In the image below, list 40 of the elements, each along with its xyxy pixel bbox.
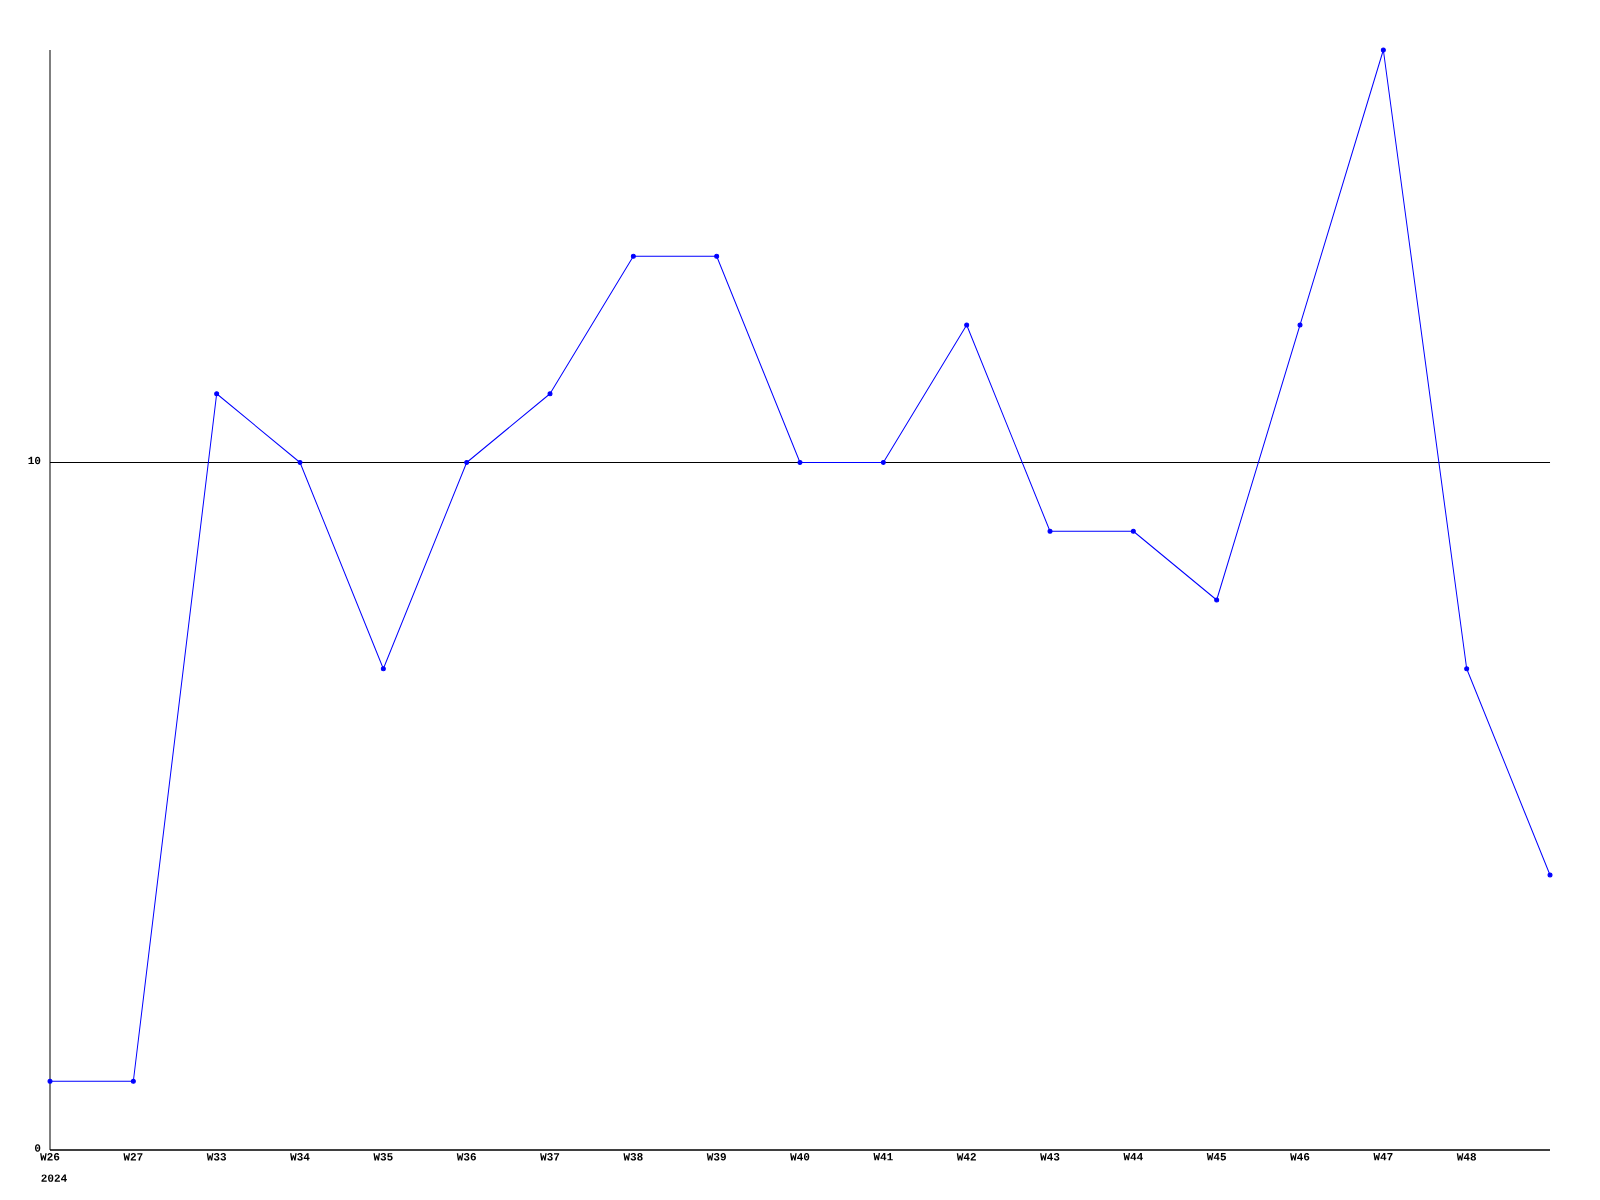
point (47, 1078, 53, 1084)
x-tick-label: W36 (456, 1153, 476, 1161)
x-tick-label: W48 (1456, 1153, 1476, 1161)
point (714, 253, 720, 259)
x-tick-label: W47 (1373, 1153, 1393, 1161)
y-tick-label: 0 (34, 1144, 41, 1152)
x-tick-label: W43 (1040, 1153, 1060, 1161)
x-tick-label: W34 (290, 1153, 310, 1161)
point (1464, 666, 1470, 672)
x-tick-label: W42 (956, 1153, 976, 1161)
point (547, 391, 553, 397)
point (297, 459, 303, 465)
text: 2024 (41, 1174, 67, 1182)
x-tick-label: W27 (123, 1153, 143, 1161)
point (1547, 872, 1553, 878)
x-tick-label: W44 (1123, 1153, 1143, 1161)
y-tick-label: 10 (28, 456, 41, 465)
point (130, 1078, 136, 1084)
point (1214, 597, 1220, 603)
x-tick-label: W41 (873, 1153, 893, 1161)
point (214, 391, 220, 397)
x-tick-label: W46 (1290, 1153, 1310, 1161)
point (964, 322, 970, 328)
x-tick-label: W38 (623, 1153, 643, 1161)
x-tick-label: W35 (373, 1153, 393, 1161)
x-tick-label: W39 (706, 1153, 726, 1161)
x-tick-label: W26 (40, 1153, 60, 1161)
x-tick-label: W45 (1206, 1153, 1226, 1161)
point (880, 459, 886, 465)
x-tick-label: W40 (790, 1153, 810, 1161)
x-tick-label: W33 (206, 1153, 227, 1161)
point (1380, 47, 1386, 53)
point (464, 459, 470, 465)
point (797, 459, 803, 465)
point (1047, 528, 1053, 534)
point (1297, 322, 1303, 328)
x-tick-label: W37 (540, 1153, 560, 1161)
point (1130, 528, 1136, 534)
point (630, 253, 636, 259)
point (380, 666, 386, 672)
